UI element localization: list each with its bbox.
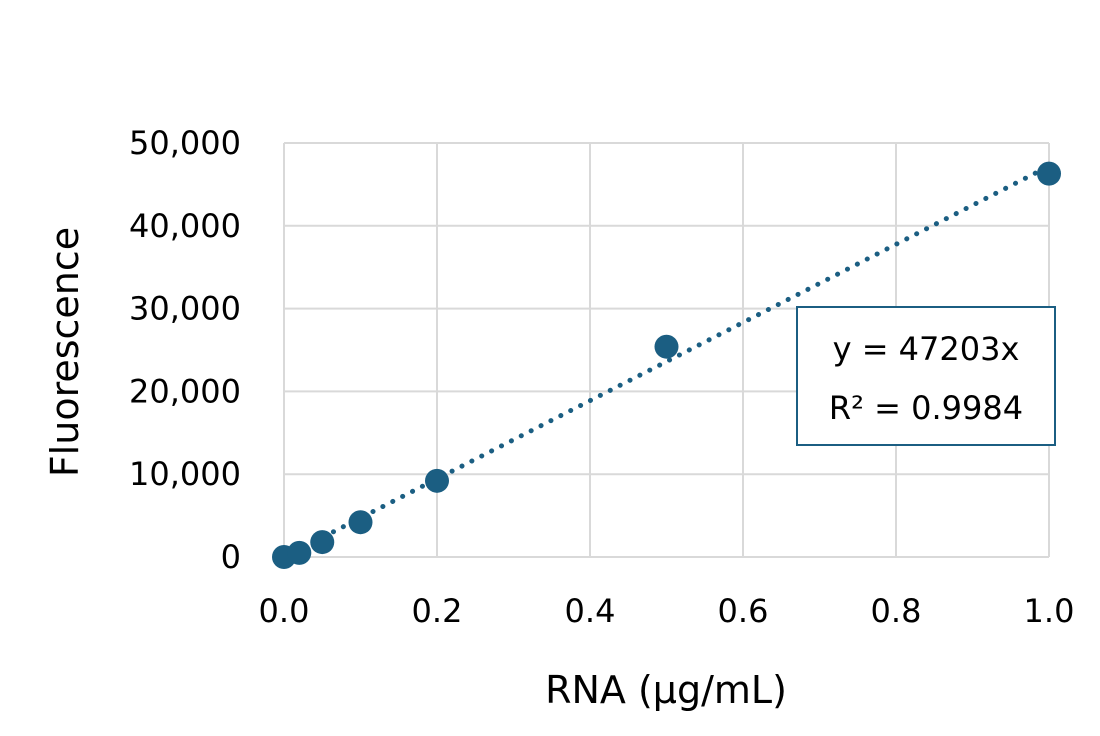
y-axis-ticks: 0 10,000 20,000 30,000 40,000 50,000 [129, 124, 241, 576]
data-point [1037, 161, 1061, 186]
grid [283, 142, 1050, 558]
x-axis-ticks: 0.0 0.2 0.4 0.6 0.8 1.0 [259, 592, 1075, 630]
y-tick-label: 20,000 [129, 372, 241, 410]
data-point [348, 510, 373, 535]
x-axis-title: RNA (µg/mL) [545, 668, 787, 712]
x-tick-label: 0.0 [259, 592, 310, 630]
r-squared-value: R² = 0.9984 [829, 389, 1023, 427]
x-tick-label: 0.6 [718, 592, 769, 630]
y-tick-label: 50,000 [129, 124, 241, 162]
trendline-layer [281, 163, 1052, 560]
data-points [272, 161, 1061, 569]
x-tick-label: 0.8 [871, 592, 922, 630]
y-tick-label: 40,000 [129, 207, 241, 245]
equation-box: y = 47203x R² = 0.9984 [796, 306, 1056, 446]
y-axis-title: Fluorescence [43, 227, 87, 477]
y-tick-label: 10,000 [129, 455, 241, 493]
y-tick-label: 30,000 [129, 290, 241, 328]
equation-box-border [796, 306, 1056, 446]
trendline-equation: y = 47203x [833, 330, 1020, 368]
y-tick-label: 0 [221, 538, 241, 576]
x-tick-label: 1.0 [1024, 592, 1075, 630]
data-point [310, 530, 335, 555]
data-point [287, 540, 312, 565]
x-tick-label: 0.2 [412, 592, 463, 630]
data-point [654, 334, 679, 359]
x-tick-label: 0.4 [565, 592, 616, 630]
data-point [425, 468, 449, 493]
trendline [281, 163, 1052, 560]
